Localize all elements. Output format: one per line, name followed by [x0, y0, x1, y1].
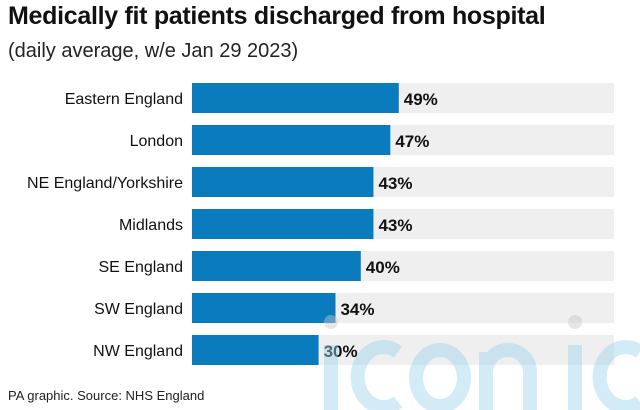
value-label: 34% — [340, 300, 374, 319]
category-label: Eastern England — [65, 91, 183, 108]
chart-title: Medically fit patients discharged from h… — [8, 2, 546, 30]
value-label: 40% — [366, 258, 400, 277]
value-label: 30% — [324, 342, 358, 361]
bar — [192, 293, 336, 323]
value-label: 47% — [395, 132, 429, 151]
category-label: NE England/Yorkshire — [27, 175, 183, 192]
bar — [192, 83, 399, 113]
bar — [192, 251, 361, 281]
bar — [192, 125, 391, 155]
category-label: London — [130, 133, 183, 150]
category-label: NW England — [93, 343, 183, 360]
value-label: 49% — [404, 90, 438, 109]
bar — [192, 209, 374, 239]
chart-subtitle: (daily average, w/e Jan 29 2023) — [8, 40, 299, 62]
bar — [192, 335, 319, 365]
value-label: 43% — [378, 174, 412, 193]
category-label: SW England — [94, 301, 183, 318]
category-label: SE England — [98, 259, 183, 276]
category-label: Midlands — [119, 217, 183, 234]
bar — [192, 167, 374, 197]
source-note: PA graphic. Source: NHS England — [8, 388, 205, 403]
value-label: 43% — [378, 216, 412, 235]
